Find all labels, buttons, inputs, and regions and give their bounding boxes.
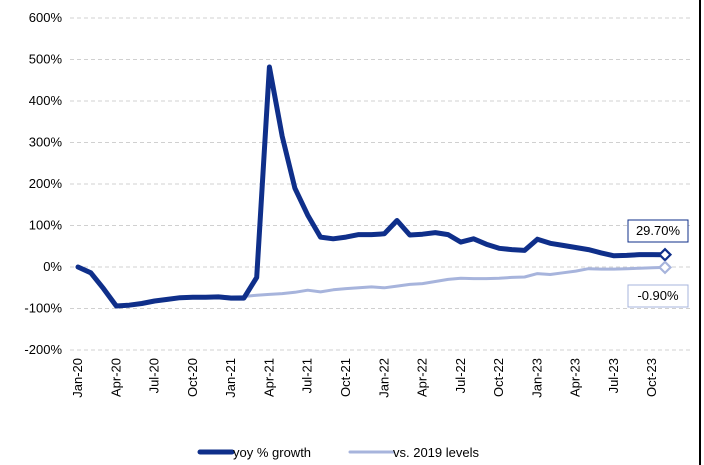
x-tick-label: Apr-20 bbox=[108, 358, 123, 397]
x-tick-label: Jan-21 bbox=[223, 358, 238, 398]
end-marker bbox=[660, 262, 671, 273]
legend-label: yoy % growth bbox=[233, 445, 311, 460]
x-tick-label: Oct-23 bbox=[644, 358, 659, 397]
end-value-label: 29.70% bbox=[636, 223, 681, 238]
legend-label: vs. 2019 levels bbox=[393, 445, 479, 460]
x-tick-label: Apr-23 bbox=[568, 358, 583, 397]
y-tick-label: 0% bbox=[43, 259, 62, 274]
x-tick-label: Jan-22 bbox=[376, 358, 391, 398]
y-tick-label: 600% bbox=[29, 10, 63, 25]
x-axis-tick-labels: Jan-20 Apr-20 Jul-20 Oct-20 Jan-21 Apr-21 Jul-… bbox=[70, 358, 659, 398]
y-tick-label: 400% bbox=[29, 93, 63, 108]
x-tick-label: Apr-21 bbox=[261, 358, 276, 397]
x-tick-label: Jan-23 bbox=[529, 358, 544, 398]
x-tick-label: Jul-23 bbox=[606, 358, 621, 393]
y-axis-tick-labels: -200% -100% 0% 100% 200% 300% 400% 500% 600% bbox=[24, 10, 62, 357]
x-tick-label: Oct-22 bbox=[491, 358, 506, 397]
x-tick-label: Jan-20 bbox=[70, 358, 85, 398]
x-tick-label: Oct-20 bbox=[185, 358, 200, 397]
end-marker bbox=[660, 249, 671, 260]
x-tick-label: Oct-21 bbox=[338, 358, 353, 397]
legend: yoy % growth vs. 2019 levels bbox=[200, 445, 479, 460]
x-tick-label: Jul-20 bbox=[147, 358, 162, 393]
x-tick-label: Jul-21 bbox=[300, 358, 315, 393]
y-tick-label: 100% bbox=[29, 218, 63, 233]
y-tick-label: -100% bbox=[24, 301, 62, 316]
end-value-callouts: 29.70% -0.90% bbox=[628, 220, 688, 307]
end-value-label: -0.90% bbox=[637, 288, 679, 303]
x-tick-label: Apr-22 bbox=[415, 358, 430, 397]
y-tick-label: 500% bbox=[29, 52, 63, 67]
y-tick-label: 300% bbox=[29, 135, 63, 150]
x-tick-label: Jul-22 bbox=[453, 358, 468, 393]
y-tick-label: -200% bbox=[24, 342, 62, 357]
series-lines bbox=[78, 67, 665, 306]
y-tick-label: 200% bbox=[29, 176, 63, 191]
